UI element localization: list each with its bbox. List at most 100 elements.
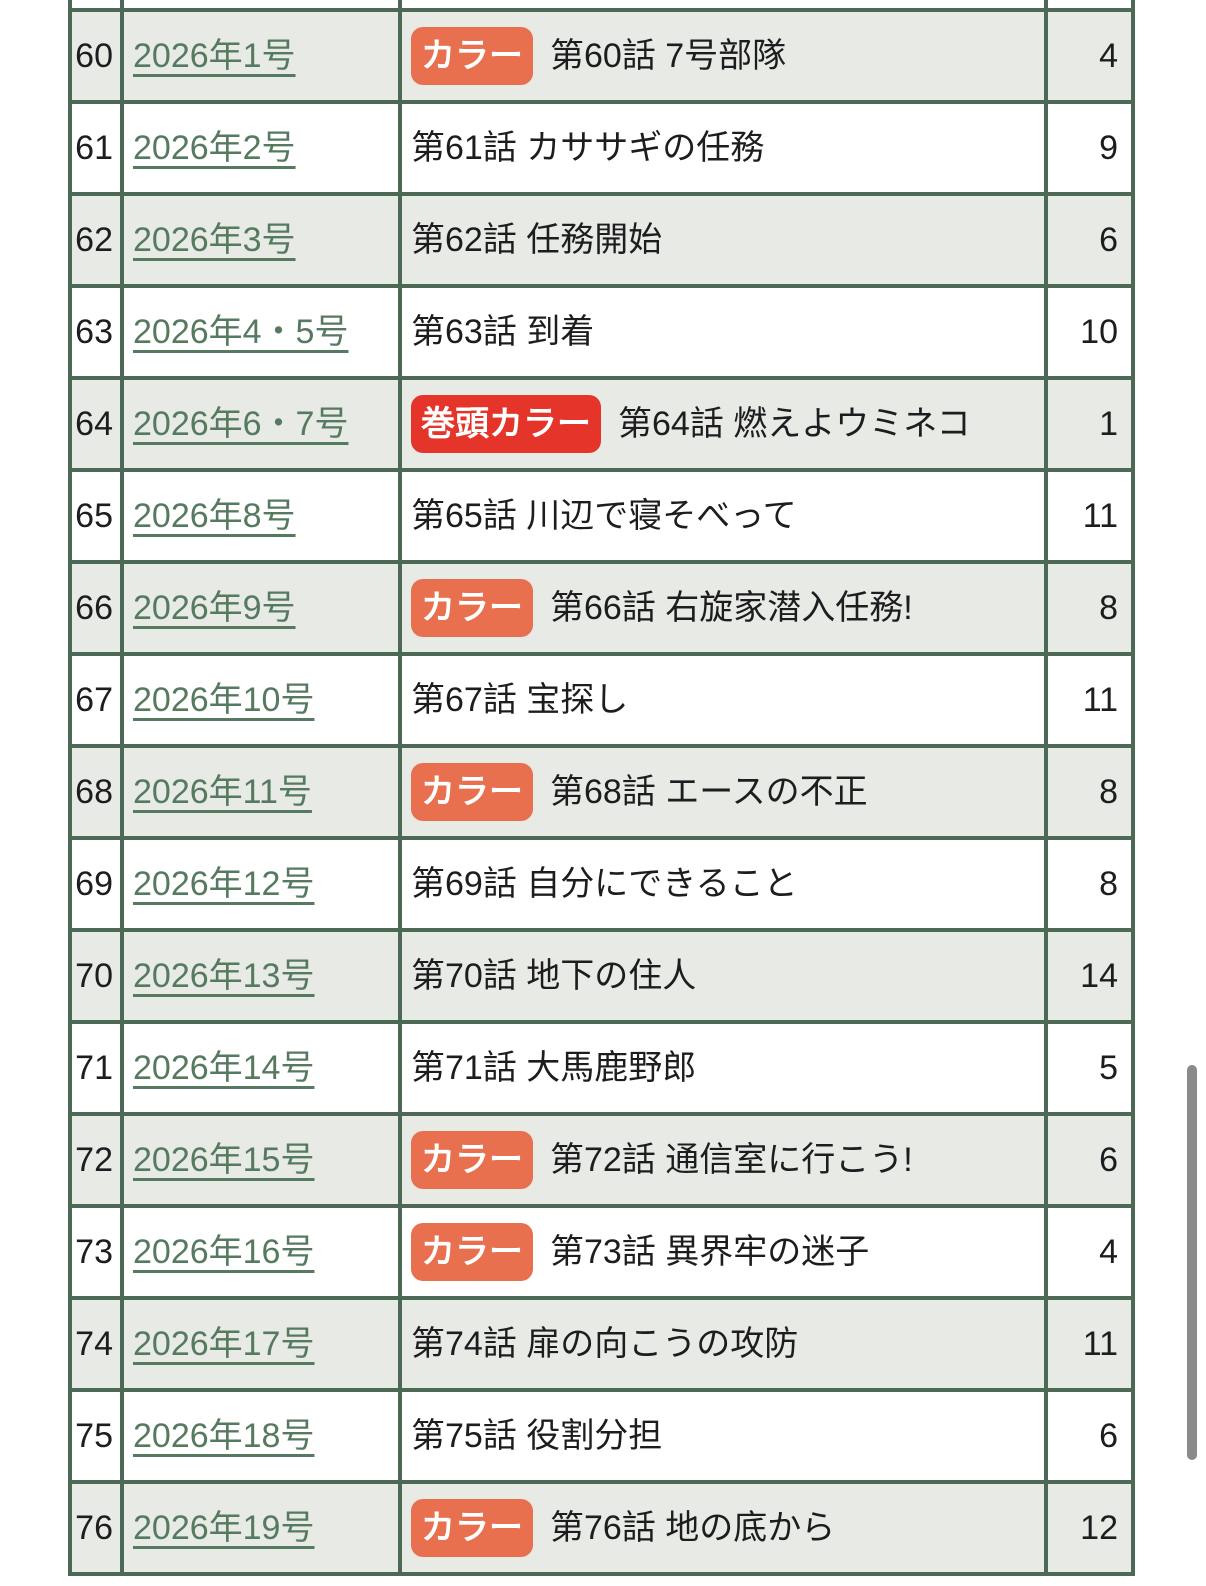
title-cell: カラー 第76話 地の底から xyxy=(402,1484,1044,1572)
partial-prev-row-number-cell xyxy=(72,0,120,8)
chapter-number-cell: 74 xyxy=(72,1300,120,1388)
page-number: 4 xyxy=(1099,36,1118,75)
scrollbar-thumb[interactable] xyxy=(1187,1065,1197,1460)
page-number: 11 xyxy=(1082,680,1118,719)
issue-link[interactable]: 2026年15号 xyxy=(133,1140,315,1179)
page-number: 11 xyxy=(1082,1324,1118,1363)
page-cell: 14 xyxy=(1048,932,1131,1020)
chapter-title: 第74話 扉の向こうの攻防 xyxy=(411,1324,799,1363)
title-cell: 第74話 扉の向こうの攻防 xyxy=(402,1300,1044,1388)
page-number: 11 xyxy=(1082,496,1118,535)
issue-link[interactable]: 2026年16号 xyxy=(133,1232,315,1271)
page-number: 1 xyxy=(1099,404,1118,443)
chapter-number-cell: 75 xyxy=(72,1392,120,1480)
chapter-title: 第64話 燃えよウミネコ xyxy=(618,404,971,443)
chapter-number: 64 xyxy=(75,404,113,443)
chapter-number: 69 xyxy=(75,864,113,903)
chapter-title: 第72話 通信室に行こう! xyxy=(550,1140,913,1179)
chapter-number-cell: 64 xyxy=(72,380,120,468)
issue-cell: 2026年13号 xyxy=(124,932,398,1020)
page-number: 14 xyxy=(1080,956,1118,995)
issue-cell: 2026年3号 xyxy=(124,196,398,284)
page-number: 8 xyxy=(1099,588,1118,627)
page-cell: 10 xyxy=(1048,288,1131,376)
chapter-number-cell: 70 xyxy=(72,932,120,1020)
title-cell: カラー 第66話 右旋家潜入任務! xyxy=(402,564,1044,652)
partial-prev-row-issue-cell xyxy=(124,0,398,8)
issue-link[interactable]: 2026年18号 xyxy=(133,1416,315,1455)
color-badge: カラー xyxy=(411,762,533,822)
chapter-number-cell: 60 xyxy=(72,12,120,100)
issue-link[interactable]: 2026年1号 xyxy=(133,36,296,75)
title-cell: カラー 第72話 通信室に行こう! xyxy=(402,1116,1044,1204)
color-badge: カラー xyxy=(411,1222,533,1282)
page-number: 10 xyxy=(1080,312,1118,351)
title-cell: 巻頭カラー 第64話 燃えよウミネコ xyxy=(402,380,1044,468)
issue-cell: 2026年9号 xyxy=(124,564,398,652)
title-cell: 第75話 役割分担 xyxy=(402,1392,1044,1480)
chapter-number: 73 xyxy=(75,1232,113,1271)
chapter-number-cell: 68 xyxy=(72,748,120,836)
title-cell: 第65話 川辺で寝そべって xyxy=(402,472,1044,560)
issue-link[interactable]: 2026年17号 xyxy=(133,1324,315,1363)
page-cell: 8 xyxy=(1048,564,1131,652)
page-cell: 8 xyxy=(1048,840,1131,928)
page-cell: 4 xyxy=(1048,12,1131,100)
chapter-number: 74 xyxy=(75,1324,113,1363)
title-cell: 第71話 大馬鹿野郎 xyxy=(402,1024,1044,1112)
issue-link[interactable]: 2026年12号 xyxy=(133,864,315,903)
chapter-table: 60 2026年1号 カラー 第60話 7号部隊 4 6 1 2026年2号 第6… xyxy=(68,0,1135,1576)
issue-link[interactable]: 2026年9号 xyxy=(133,588,296,627)
page-number: 5 xyxy=(1099,1048,1118,1087)
chapter-number-cell: 72 xyxy=(72,1116,120,1204)
title-cell: 第70話 地下の住人 xyxy=(402,932,1044,1020)
issue-link[interactable]: 2026年6・7号 xyxy=(133,404,349,443)
issue-cell: 2026年12号 xyxy=(124,840,398,928)
chapter-title: 第71話 大馬鹿野郎 xyxy=(411,1048,697,1087)
chapter-title: 第75話 役割分担 xyxy=(411,1416,663,1455)
title-cell: カラー 第60話 7号部隊 xyxy=(402,12,1044,100)
issue-link[interactable]: 2026年13号 xyxy=(133,956,315,995)
color-badge: カラー xyxy=(411,578,533,638)
issue-link[interactable]: 2026年8号 xyxy=(133,496,296,535)
title-cell: 第61話 カササギの任務 xyxy=(402,104,1044,192)
page-number: 6 xyxy=(1099,1140,1118,1179)
issue-link[interactable]: 2026年10号 xyxy=(133,680,315,719)
issue-link[interactable]: 2026年14号 xyxy=(133,1048,315,1087)
issue-cell: 2026年1号 xyxy=(124,12,398,100)
issue-link[interactable]: 2026年11号 xyxy=(133,772,312,811)
issue-link[interactable]: 2026年4・5号 xyxy=(133,312,349,351)
chapter-number-cell: 62 xyxy=(72,196,120,284)
page-cell: 5 xyxy=(1048,1024,1131,1112)
chapter-number-cell: 66 xyxy=(72,564,120,652)
chapter-number: 76 xyxy=(75,1508,113,1547)
chapter-title: 第63話 到着 xyxy=(411,312,595,351)
chapter-title: 第66話 右旋家潜入任務! xyxy=(550,588,913,627)
color-badge: カラー xyxy=(411,26,533,86)
chapter-number: 67 xyxy=(75,680,113,719)
issue-cell: 2026年15号 xyxy=(124,1116,398,1204)
issue-cell: 2026年4・5号 xyxy=(124,288,398,376)
chapter-title: 第61話 カササギの任務 xyxy=(411,128,765,167)
color-badge: 巻頭カラー xyxy=(411,394,601,454)
page-number: 6 xyxy=(1099,220,1118,259)
color-badge: カラー xyxy=(411,1130,533,1190)
partial-prev-row-title-cell xyxy=(402,0,1044,8)
chapter-title: 第60話 7号部隊 xyxy=(550,36,787,75)
issue-link[interactable]: 2026年2号 xyxy=(133,128,296,167)
page-cell: 8 xyxy=(1048,748,1131,836)
issue-link[interactable]: 2026年19号 xyxy=(133,1508,315,1547)
chapter-title: 第76話 地の底から xyxy=(550,1508,836,1547)
partial-prev-row-page-cell xyxy=(1048,0,1131,8)
issue-cell: 2026年10号 xyxy=(124,656,398,744)
chapter-number: 71 xyxy=(75,1048,113,1087)
issue-cell: 2026年19号 xyxy=(124,1484,398,1572)
chapter-number-cell: 67 xyxy=(72,656,120,744)
issue-link[interactable]: 2026年3号 xyxy=(133,220,296,259)
page-cell: 6 xyxy=(1048,196,1131,284)
title-cell: 第62話 任務開始 xyxy=(402,196,1044,284)
page-number: 9 xyxy=(1099,128,1118,167)
title-cell: 第67話 宝探し xyxy=(402,656,1044,744)
page-cell: 12 xyxy=(1048,1484,1131,1572)
